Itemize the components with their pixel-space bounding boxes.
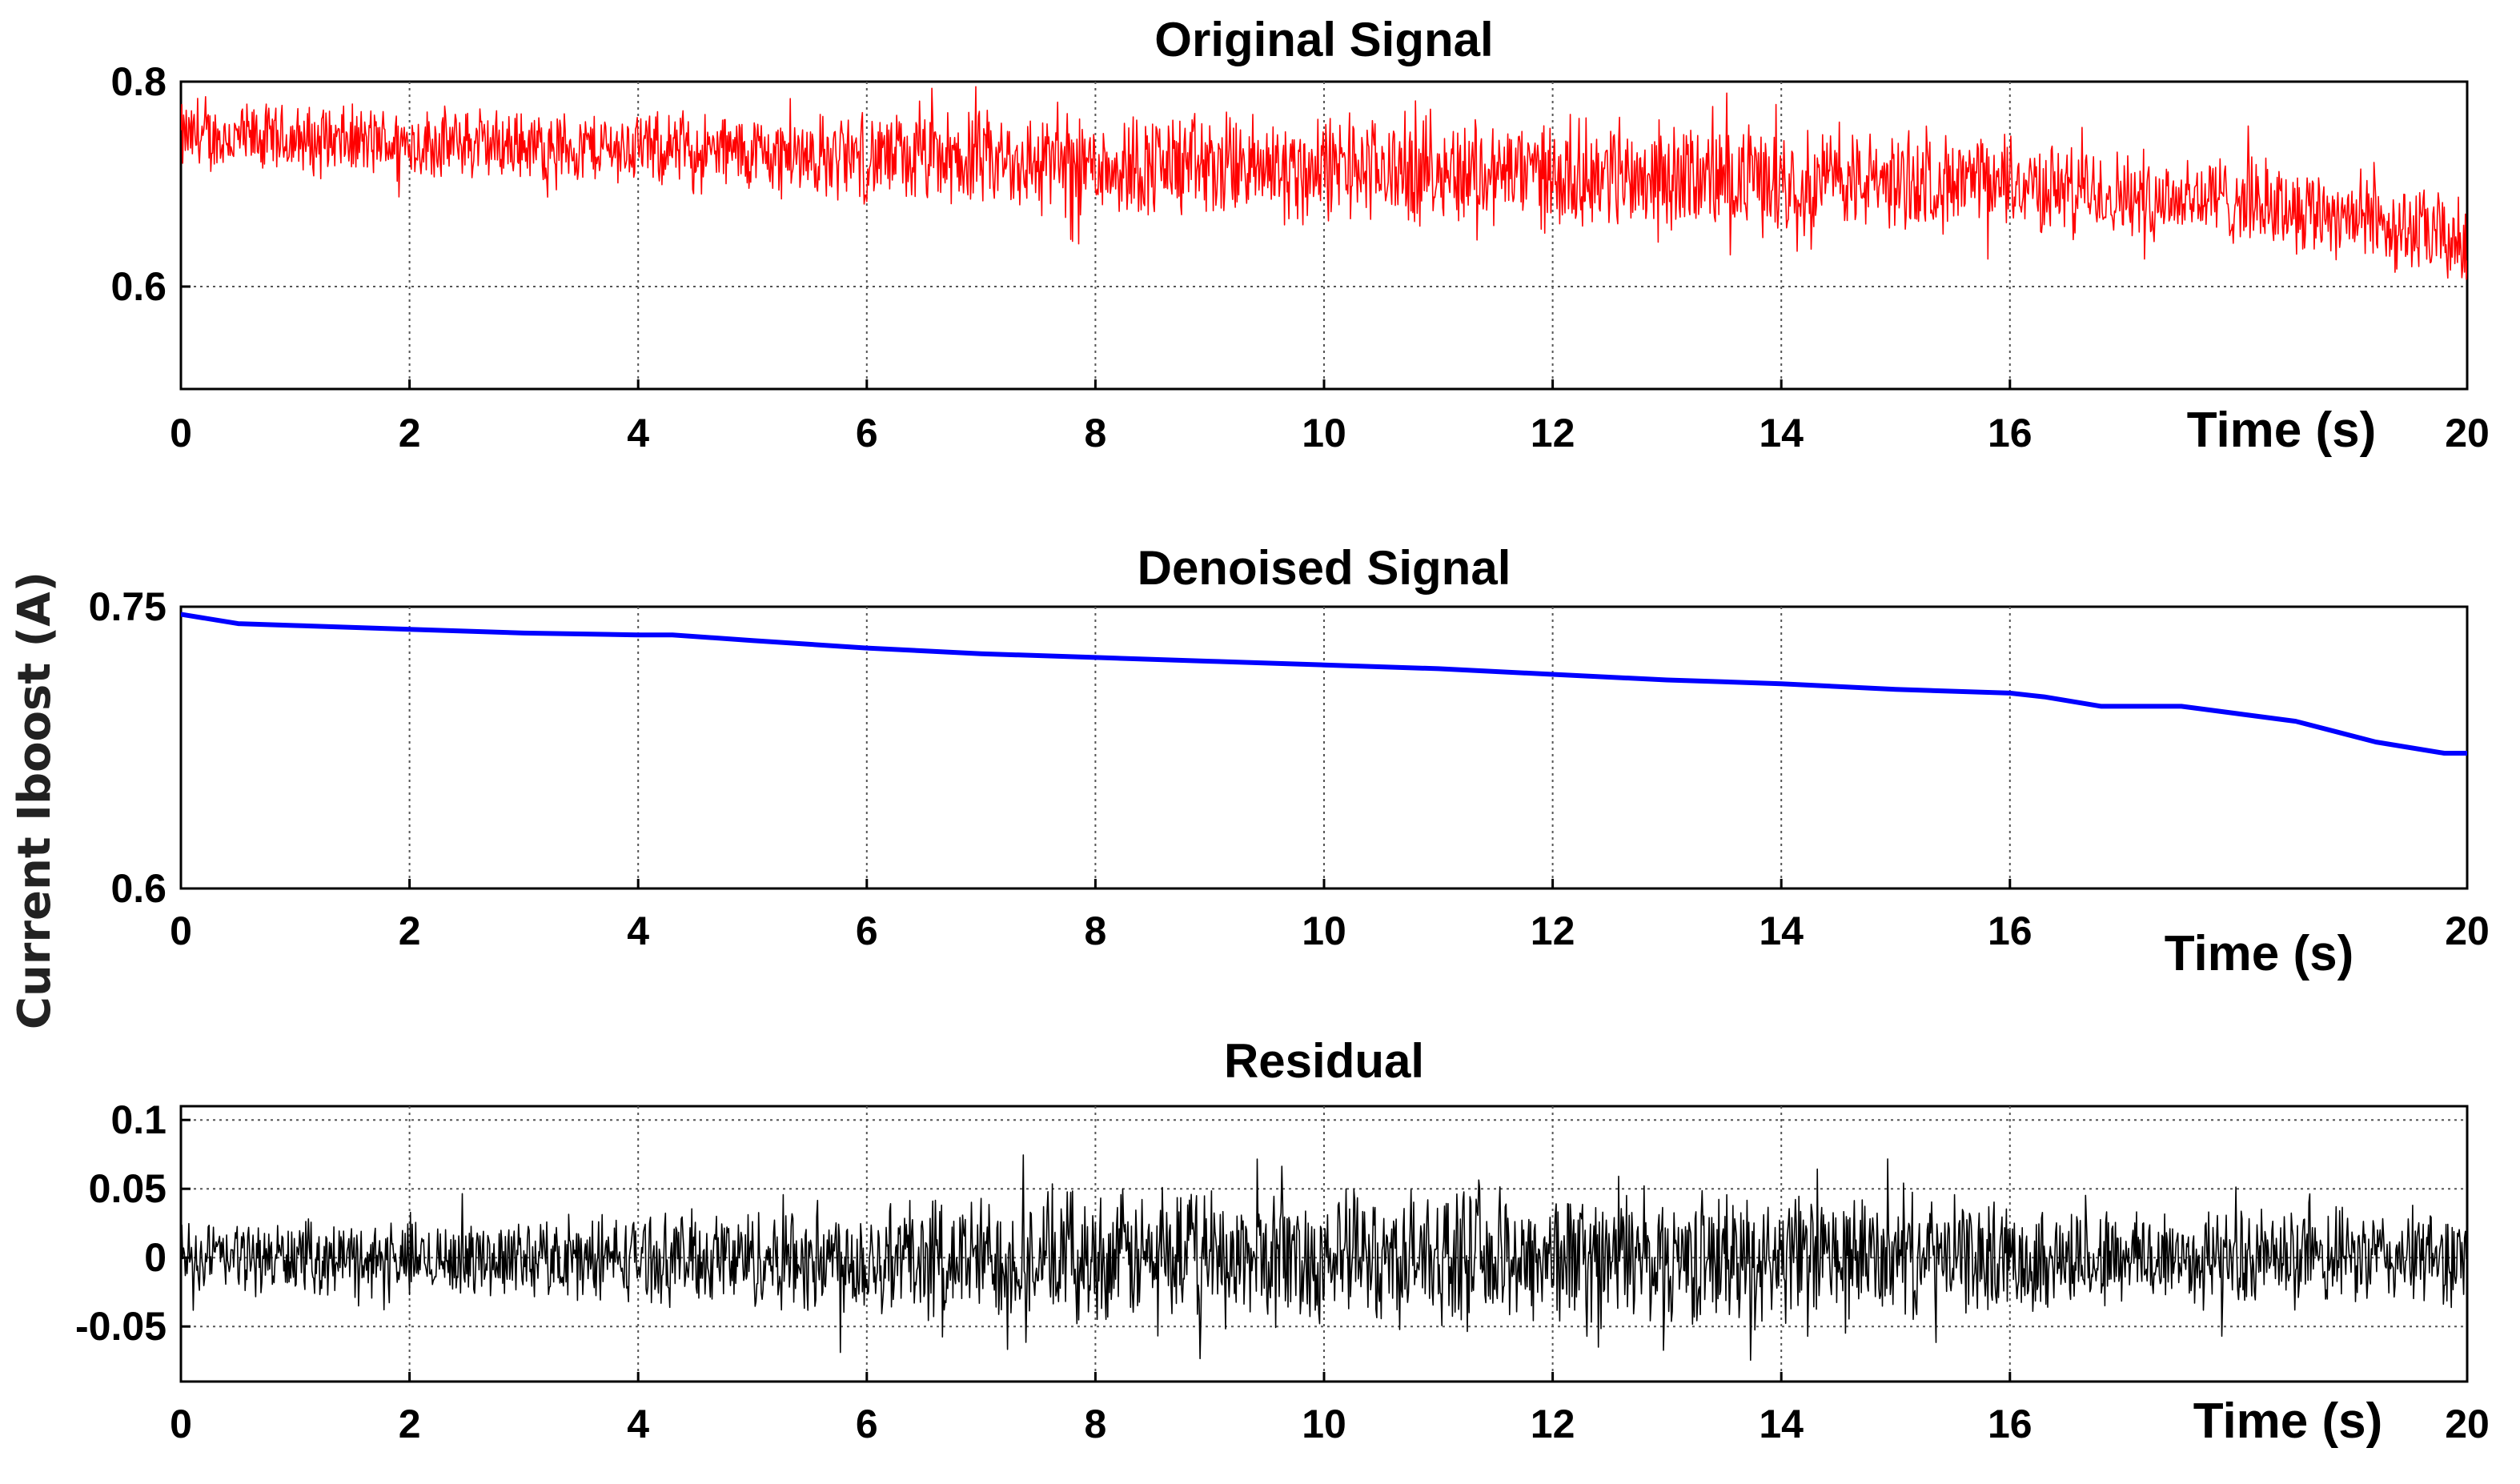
chart-title: Residual (1224, 1034, 1424, 1088)
x-tick-label: 6 (856, 1402, 878, 1446)
x-tick-label: 20 (2445, 411, 2490, 455)
x-tick-label: 0 (170, 1402, 192, 1446)
series-line-1 (181, 86, 2467, 280)
x-tick-label: 4 (627, 908, 649, 953)
x-tick-label: 20 (2445, 908, 2490, 953)
x-tick-label: 6 (856, 411, 878, 455)
y-tick-label: 0.8 (110, 59, 167, 104)
x-tick-label: 14 (1759, 908, 1804, 953)
chart-panel-3: 0 2 4 6 8 10 12 14 16 20 -0.05 0 0.05 0.1 Residual Time… (75, 1034, 2490, 1449)
x-tick-label: 2 (399, 411, 421, 455)
x-tick-label: 14 (1759, 1402, 1804, 1446)
x-tick-label: 12 (1531, 411, 1575, 455)
y-tick-label: 0.6 (110, 264, 167, 309)
y-tick-label: -0.05 (75, 1304, 167, 1349)
y-tick-label: 0.1 (110, 1097, 167, 1142)
x-tick-label: 2 (399, 908, 421, 953)
shared-y-axis-label: Current Iboost (A) (9, 572, 61, 1029)
x-tick-label: 14 (1759, 411, 1804, 455)
x-tick-label: 0 (170, 411, 192, 455)
y-tick-label: 0.6 (110, 866, 167, 911)
y-tick-label: 0.75 (89, 584, 167, 629)
x-tick-label: 12 (1531, 908, 1575, 953)
series-line-1 (181, 1154, 2467, 1362)
x-axis-label: Time (s) (2193, 1394, 2383, 1449)
x-tick-label: 16 (1988, 411, 2032, 455)
y-tick-label: 0 (144, 1235, 167, 1280)
x-tick-label: 20 (2445, 1402, 2490, 1446)
x-tick-label: 16 (1988, 1402, 2032, 1446)
x-tick-label: 8 (1084, 411, 1106, 455)
x-tick-label: 10 (1302, 411, 1346, 455)
x-tick-label: 16 (1988, 908, 2032, 953)
series-line-1 (181, 612, 2467, 756)
x-tick-label: 4 (627, 411, 649, 455)
chart-title: Denoised Signal (1138, 541, 1511, 595)
y-tick-label: 0.05 (89, 1166, 167, 1211)
chart-panel-2: 0 2 4 6 8 10 12 14 16 20 0.6 0.75 Denoised Signal Tim… (89, 541, 2490, 981)
chart-panel-1: 0 2 4 6 8 10 12 14 16 20 0.6 0.8 Original Signal Time… (110, 13, 2489, 458)
x-tick-label: 6 (856, 908, 878, 953)
chart-title: Original Signal (1154, 13, 1493, 66)
x-tick-label: 8 (1084, 1402, 1106, 1446)
x-tick-label: 12 (1531, 1402, 1575, 1446)
x-tick-label: 0 (170, 908, 192, 953)
x-tick-label: 8 (1084, 908, 1106, 953)
x-tick-label: 10 (1302, 908, 1346, 953)
x-axis-label: Time (s) (2187, 403, 2377, 458)
x-tick-label: 10 (1302, 1402, 1346, 1446)
x-tick-label: 2 (399, 1402, 421, 1446)
plot-area (179, 1105, 2469, 1383)
x-tick-label: 4 (627, 1402, 649, 1446)
x-axis-label: Time (s) (2165, 926, 2354, 981)
